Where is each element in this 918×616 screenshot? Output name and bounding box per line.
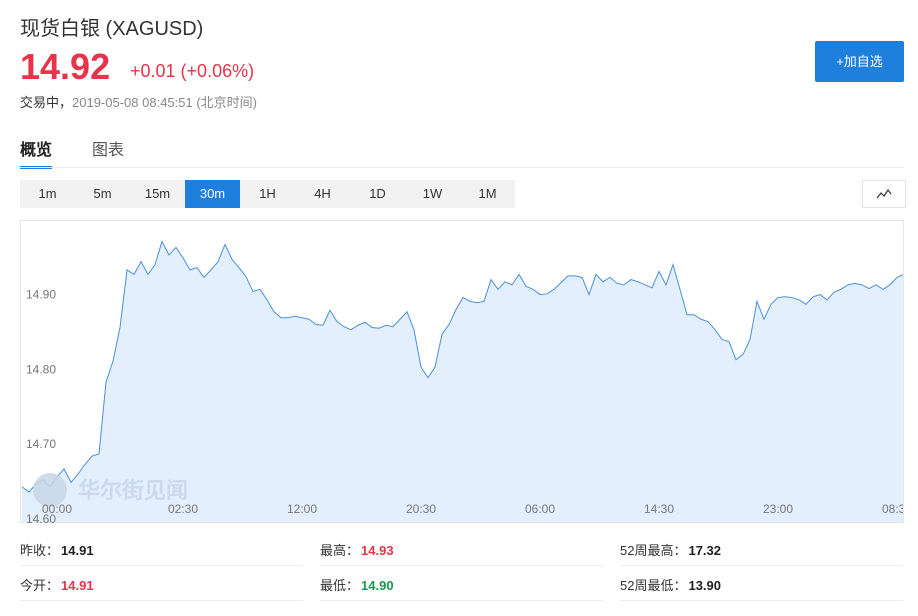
stat-label: 最高：: [320, 543, 360, 558]
stat-value: 14.90: [361, 578, 394, 593]
x-tick-label: 20:30: [406, 502, 436, 516]
add-watchlist-button[interactable]: +加自选: [815, 41, 904, 82]
stat-item: 昨收： 14.91: [20, 540, 94, 559]
stat-label: 最低：: [320, 578, 360, 593]
stat-label: 昨收：: [20, 543, 60, 558]
x-tick-label: 06:00: [525, 502, 555, 516]
chart-style-button[interactable]: [862, 180, 906, 208]
tab[interactable]: 图表: [92, 142, 125, 159]
separator: [320, 600, 603, 601]
title: 现货白银 (XAGUSD): [20, 18, 204, 40]
stat-item: 52周最低： 13.90: [620, 575, 721, 594]
trade-status: 交易中，: [20, 95, 73, 110]
line-icon: [876, 188, 892, 199]
stat-value: 13.90: [688, 578, 722, 593]
stat-item: 今开： 14.91: [20, 575, 94, 594]
stat-label: 52周最低：: [620, 578, 687, 593]
status: 交易中，2019-05-08 08:45:51 (北京时间): [20, 92, 257, 111]
stat-item: 最低： 14.90: [320, 575, 394, 594]
price-line: [21, 240, 903, 493]
period-button[interactable]: 1W: [422, 186, 443, 201]
period-button[interactable]: 1D: [369, 186, 386, 201]
period-button[interactable]: 1H: [259, 186, 276, 201]
area: [22, 241, 903, 522]
watermark: 华尔街见闻: [78, 478, 188, 503]
stat-value: 14.93: [361, 543, 394, 558]
period-button[interactable]: 15m: [144, 186, 171, 201]
stat-item: 52周最高： 17.32: [620, 540, 721, 559]
price-change: +0.01 (+0.06%): [130, 61, 255, 81]
stat-label: 52周最高：: [620, 543, 687, 558]
separator: [20, 600, 303, 601]
period-button[interactable]: 5m: [93, 186, 112, 201]
divider: [20, 167, 904, 168]
separator: [620, 565, 903, 566]
stat-value: 17.32: [688, 543, 722, 558]
period-button[interactable]: 1m: [38, 186, 57, 201]
chart: 华尔街见闻 14.60 14.70 14.80 14.90 00:00 02:30 12:00…: [20, 220, 912, 526]
y-tick-label: 14.80: [26, 362, 56, 376]
x-tick-label: 08:30: [882, 502, 912, 516]
stat-value: 14.91: [61, 543, 94, 558]
stat-item: 最高： 14.93: [320, 540, 394, 559]
period-button[interactable]: 4H: [314, 186, 331, 201]
x-tick-label: 23:00: [763, 502, 793, 516]
price: 14.92: [20, 46, 111, 87]
separator: [320, 565, 603, 566]
x-tick-label: 02:30: [168, 502, 198, 516]
y-tick-label: 14.90: [26, 288, 56, 302]
separator: [620, 600, 903, 601]
period-button[interactable]: 1M: [478, 186, 497, 201]
y-tick-label: 14.70: [26, 437, 56, 451]
x-tick-label: 14:30: [644, 502, 674, 516]
period-selector: 1m 5m 15m 30m 1H 4H 1D 1W 1M: [20, 180, 515, 208]
stat-label: 今开：: [20, 578, 60, 593]
x-tick-label: 12:00: [287, 502, 317, 516]
x-tick-label: 00:00: [42, 502, 72, 516]
period-button[interactable]: 30m: [185, 180, 240, 208]
stat-value: 14.91: [61, 578, 94, 593]
separator: [20, 565, 303, 566]
watermark-logo: [33, 473, 67, 507]
timestamp: 2019-05-08 08:45:51 (北京时间): [72, 95, 257, 110]
y-tick-label: 14.60: [26, 512, 56, 526]
